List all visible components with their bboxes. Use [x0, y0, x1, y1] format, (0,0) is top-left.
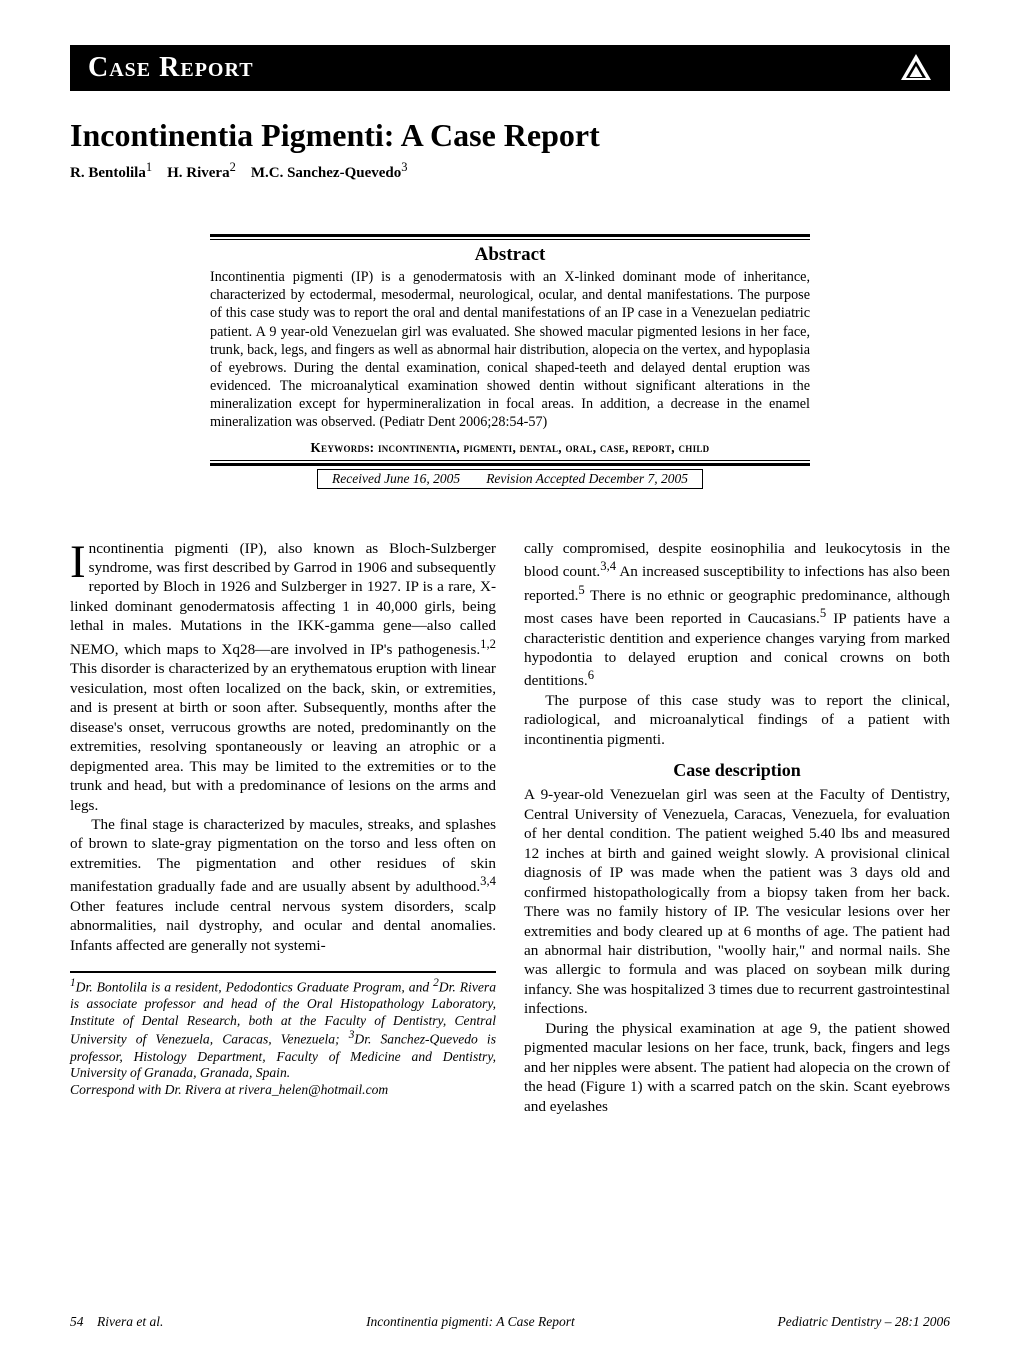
body-columns: Incontinentia pigmenti (IP), also known … [70, 539, 950, 1117]
abstract-heading: Abstract [210, 244, 810, 266]
footer-left: 54 Rivera et al. [70, 1314, 163, 1330]
footnote: 1Dr. Bontolila is a resident, Pedodontic… [70, 977, 496, 1098]
left-column: Incontinentia pigmenti (IP), also known … [70, 539, 496, 1117]
case-description-heading: Case description [524, 759, 950, 782]
footer-center: Incontinentia pigmenti: A Case Report [366, 1314, 575, 1330]
rule-mid-thin [210, 460, 810, 461]
right-p4: During the physical examination at age 9… [524, 1019, 950, 1116]
rule-mid-thick [210, 463, 810, 466]
article-title: Incontinentia Pigmenti: A Case Report [70, 117, 950, 154]
right-p3: A 9-year-old Venezuelan girl was seen at… [524, 785, 950, 1018]
abstract-text: Incontinentia pigmenti (IP) is a genoder… [210, 268, 810, 432]
date-accepted: Revision Accepted December 7, 2005 [486, 471, 688, 487]
rule-top-thick [210, 234, 810, 237]
left-p2: The final stage is characterized by macu… [70, 815, 496, 955]
right-p2: The purpose of this case study was to re… [524, 691, 950, 749]
section-header-text: Case Report [88, 52, 254, 84]
keywords-line: Keywords: incontinentia, pigmenti, denta… [210, 440, 810, 456]
right-p1: cally compromised, despite eosinophilia … [524, 539, 950, 691]
right-column: cally compromised, despite eosinophilia … [524, 539, 950, 1117]
section-header-bar: Case Report [70, 45, 950, 91]
left-p1-text: ncontinentia pigmenti (IP), also known a… [70, 540, 496, 814]
dates-box: Received June 16, 2005 Revision Accepted… [317, 469, 703, 489]
date-received: Received June 16, 2005 [332, 471, 460, 487]
triangle-logo-icon [898, 50, 934, 86]
abstract-block: Abstract Incontinentia pigmenti (IP) is … [210, 234, 810, 489]
page-footer: 54 Rivera et al. Incontinentia pigmenti:… [70, 1314, 950, 1330]
authors-line: R. Bentolila1 H. Rivera2 M.C. Sanchez-Qu… [70, 160, 950, 182]
footer-right: Pediatric Dentistry – 28:1 2006 [778, 1314, 950, 1330]
footnote-rule [70, 971, 496, 973]
dropcap: I [70, 539, 89, 582]
rule-top-thin [210, 239, 810, 240]
left-p1: Incontinentia pigmenti (IP), also known … [70, 539, 496, 815]
